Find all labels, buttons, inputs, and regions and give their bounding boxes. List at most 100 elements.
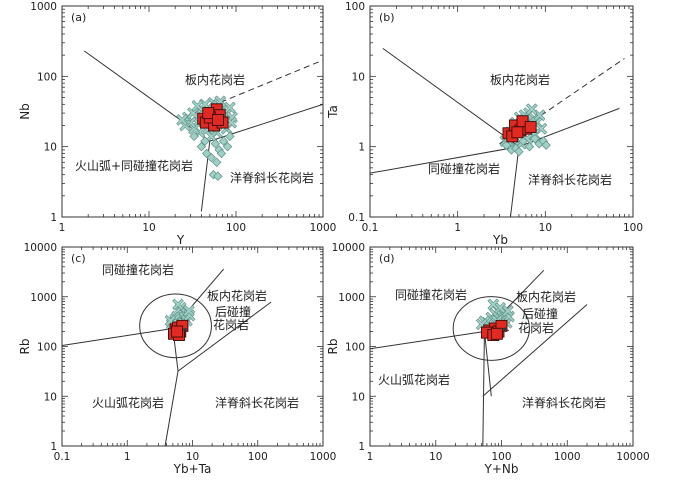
boundary-line [164, 371, 179, 446]
panel-label: (d) [379, 252, 395, 265]
reference-diamond-point [212, 157, 222, 167]
post-collision-circle [139, 293, 212, 359]
y-tick-label: 10000 [24, 242, 57, 254]
field-label-syn: 同碰撞花岗岩 [428, 161, 500, 176]
boundary-line [382, 47, 520, 148]
x-tick-label: 1000 [554, 451, 581, 463]
reference-diamond-point [213, 171, 223, 181]
x-tick-label: 1 [124, 451, 131, 463]
sample-point [171, 325, 184, 338]
reference-diamond-point [218, 136, 229, 146]
reference-diamond-point [201, 148, 212, 159]
post-collision-circle [452, 296, 530, 361]
plot-area [370, 47, 625, 217]
sample-point [202, 107, 215, 120]
x-tick-label: 100 [491, 451, 511, 463]
panels: 1 10 100 10001101001000YNb(a)板内花岗岩火山弧+同碰撞花岗… [18, 1, 650, 476]
field-label-vag_syn: 火山弧+同碰撞花岗岩 [75, 158, 193, 173]
reference-cross-point [223, 101, 236, 114]
x-tick-label: 1 [59, 222, 66, 234]
field-label-post2: 花岗岩 [518, 320, 554, 335]
x-tick-label: 100 [623, 222, 643, 234]
y-tick-label: 0.1 [348, 212, 365, 224]
y-tick-label: 100 [37, 342, 57, 354]
y-axis-title: Rb [18, 339, 32, 355]
reference-cross-point [187, 107, 199, 119]
field-label-post: 后碰撞 [522, 306, 558, 321]
y-tick-label: 100 [345, 342, 365, 354]
field-label-org: 洋脊斜长花岗岩 [230, 170, 314, 185]
x-tick-label: 10 [186, 451, 199, 463]
y-tick-label: 1000 [338, 292, 365, 304]
field-label-wpg: 板内花岗岩 [516, 289, 576, 304]
x-tick-label: 100 [226, 222, 246, 234]
chart-panel-2: 0.1 1 10 100 0.1 1 10 100 Yb Ta (b) 板内花岗岩同碰撞花岗岩洋脊斜长… [326, 1, 643, 247]
x-axis-title: Yb [492, 233, 508, 247]
plot-frame [61, 5, 324, 218]
field-label-syn: 同碰撞花岗岩 [102, 262, 174, 277]
reference-cross-point [176, 114, 188, 126]
reference-cross-point [183, 305, 195, 317]
x-tick-label: 1 [454, 222, 461, 234]
panel-label: (a) [71, 11, 86, 24]
x-tick-label: 10 [539, 222, 552, 234]
y-tick-label: 1 [358, 441, 365, 453]
reference-diamond-point [225, 131, 235, 142]
field-label-org: 洋脊斜长花岗岩 [522, 395, 606, 410]
reference-cross-point [525, 103, 538, 116]
x-axis-title: Yb+Ta [173, 462, 212, 476]
sample-point [490, 327, 503, 340]
panel-label: (b) [379, 11, 395, 24]
field-label-wpg: 板内花岗岩 [185, 72, 245, 87]
pointer-arrow-head [501, 327, 507, 332]
sample-series [502, 115, 537, 143]
y-tick-label: 1 [50, 212, 57, 224]
plot-frame [369, 246, 634, 447]
reference-cross-point [494, 301, 506, 314]
boundary-line [509, 146, 520, 217]
reference-diamond-point [216, 148, 227, 159]
field-label-org: 洋脊斜长花岗岩 [528, 172, 612, 187]
y-tick-label: 10000 [332, 242, 365, 254]
field-label-vag: 火山弧花岗岩 [378, 372, 450, 387]
y-tick-label: 10 [352, 71, 365, 83]
sample-series [480, 319, 508, 341]
reference-diamond-point [518, 136, 528, 146]
sample-point [511, 126, 524, 139]
reference-series [501, 133, 551, 157]
reference-diamond-point [222, 141, 233, 152]
chart-panel-3: 0.1 1 10 100 1000110100100010000Yb+TaRb(c)同碰… [18, 242, 336, 476]
boundary-line [370, 331, 485, 350]
y-tick-label: 10 [352, 391, 365, 403]
boundary-line [482, 304, 588, 397]
plot-frame [369, 5, 634, 218]
plot-area [83, 50, 323, 212]
sample-point [524, 121, 537, 134]
field-label-wpg: 板内花岗岩 [490, 72, 550, 87]
y-tick-label: 10 [44, 142, 57, 154]
sample-series [197, 103, 229, 132]
reference-diamond-point [210, 139, 221, 149]
reference-diamond-point [530, 133, 540, 144]
field-label-org: 洋脊斜长花岗岩 [215, 395, 299, 410]
y-tick-label: 1 [358, 142, 365, 154]
y-axis-title: Nb [18, 103, 32, 120]
x-tick-label: 1 [367, 451, 374, 463]
y-tick-label: 1 [50, 441, 57, 453]
field-label-wpg: 板内花岗岩 [207, 288, 267, 303]
plot-area [370, 269, 588, 446]
chart-panel-1: 1 10 100 1000 1 10 100 1000 Y Nb (a) 板内花岗岩火山弧+同碰撞花岗… [18, 1, 336, 247]
boundary-line [177, 301, 272, 372]
reference-diamond-point [189, 131, 199, 142]
reference-cross-point [502, 305, 514, 317]
boundary-line [370, 146, 520, 174]
field-label-post2: 花岗岩 [213, 317, 249, 332]
x-axis-title: Y [176, 233, 185, 247]
x-tick-label: 0.1 [54, 451, 71, 463]
reference-cross-point [225, 116, 238, 129]
boundary-line [483, 331, 492, 397]
y-tick-label: 100 [37, 71, 57, 83]
boundary-line [62, 328, 173, 346]
reference-diamond-point [501, 140, 512, 150]
